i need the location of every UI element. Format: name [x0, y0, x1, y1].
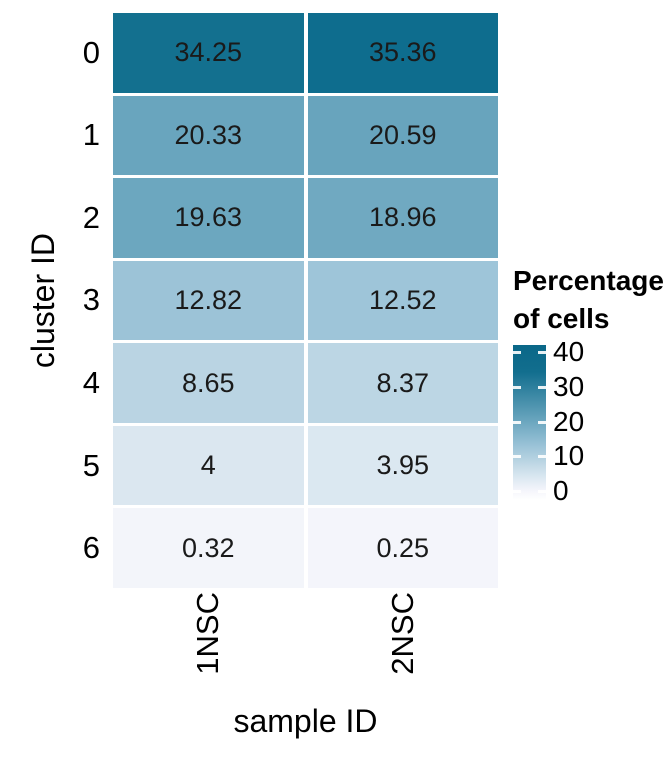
legend-tick-mark — [538, 420, 546, 424]
y-tick-label: 5 — [82, 447, 100, 483]
heatmap-grid: 34.25 35.36 20.33 20.59 19.63 18.96 12.82 12.52… — [113, 13, 498, 588]
legend-tick-mark — [513, 385, 521, 389]
legend-tick-mark — [513, 420, 521, 424]
heatmap-cell: 8.37 — [307, 343, 498, 423]
heatmap-cell: 4 — [113, 425, 304, 506]
y-tick-label: 0 — [82, 34, 100, 70]
y-tick-label: 6 — [82, 530, 100, 566]
legend-title-line-1: Percentage — [513, 265, 664, 296]
heatmap-cell: 12.52 — [307, 260, 498, 341]
legend-tick-label: 0 — [553, 475, 569, 507]
legend-tick-mark — [538, 454, 546, 458]
legend-title-line-2: of cells — [513, 303, 610, 334]
heatmap-cell: 18.96 — [307, 178, 498, 258]
legend-tick-mark — [513, 454, 521, 458]
x-tick-label: 2NSC — [384, 592, 420, 675]
y-tick-label: 2 — [82, 199, 100, 235]
heatmap-cell: 0.25 — [307, 508, 498, 588]
y-axis-tick-labels: 0 1 2 3 4 5 6 — [0, 13, 100, 588]
legend-tick-mark — [538, 350, 546, 354]
y-tick-label: 1 — [82, 117, 100, 153]
legend-tick-mark — [513, 350, 521, 354]
y-tick-label: 3 — [82, 282, 100, 318]
x-axis-tick-labels: 1NSC 2NSC — [113, 592, 498, 692]
heatmap-cell: 35.36 — [307, 13, 498, 93]
legend-tick-mark — [538, 385, 546, 389]
legend-tick-label: 40 — [553, 336, 585, 368]
x-axis-title-text: sample ID — [233, 703, 378, 739]
legend-colorbar-area: 40 30 20 10 0 — [513, 336, 672, 507]
y-tick-label: 4 — [82, 365, 100, 401]
heatmap-cell: 12.82 — [113, 260, 304, 341]
heatmap-cell: 34.25 — [113, 13, 304, 93]
legend-tick-label: 10 — [553, 440, 585, 472]
legend-tick-label: 30 — [553, 371, 585, 403]
heatmap-cell: 20.59 — [307, 95, 498, 176]
x-axis-title: sample ID — [113, 703, 498, 740]
colorbar-legend: Percentage of cells 40 30 20 10 0 — [513, 262, 672, 507]
heatmap-cell: 8.65 — [113, 343, 304, 423]
x-tick-label: 1NSC — [190, 592, 226, 675]
heatmap-cell: 20.33 — [113, 95, 304, 176]
legend-title: Percentage of cells — [513, 262, 672, 338]
legend-tick-label: 20 — [553, 406, 585, 438]
legend-tick-mark — [513, 489, 521, 493]
heatmap-cell: 0.32 — [113, 508, 304, 588]
legend-tick-mark — [538, 489, 546, 493]
heatmap-cell: 3.95 — [307, 425, 498, 506]
heatmap-cell: 19.63 — [113, 178, 304, 258]
